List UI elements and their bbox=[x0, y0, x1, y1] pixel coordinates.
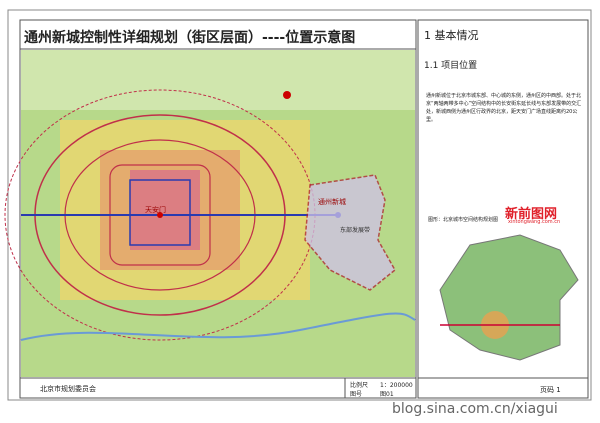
logo: 新前图网 bbox=[505, 207, 558, 222]
scale-value: 1：200000 bbox=[380, 382, 413, 389]
logo-url: xintongwang.com.cn bbox=[508, 219, 561, 225]
right-frame bbox=[417, 19, 589, 399]
inset-map bbox=[425, 225, 585, 370]
tiananmen-mark bbox=[157, 212, 163, 218]
left-frame bbox=[19, 19, 417, 399]
title: 通州新城控制性详细规划（街区层面）----位置示意图 bbox=[24, 30, 356, 46]
ring-2 bbox=[129, 179, 191, 246]
tongzhou-boundary bbox=[304, 174, 396, 291]
page-number: 页码 1 bbox=[540, 386, 561, 394]
organization: 北京市规划委员会 bbox=[40, 385, 96, 393]
beijing-shape bbox=[439, 234, 579, 361]
subheading: 1.1 项目位置 bbox=[424, 61, 478, 71]
river bbox=[20, 312, 416, 341]
watermark: blog.sina.com.cn/xiagui bbox=[392, 401, 558, 417]
paragraph: 通州新城位于北京市城东部、中心城的东侧，通州区的中西部。处于北京“两轴两带多中心… bbox=[426, 93, 582, 123]
figure-value: 图01 bbox=[380, 391, 394, 398]
outer-border bbox=[7, 9, 592, 401]
figure-caption: 图形：北京城市空间结构规划图 bbox=[428, 217, 499, 223]
map-north bbox=[21, 50, 415, 110]
map-label: 天安门 bbox=[145, 206, 166, 214]
heading: 1 基本情况 bbox=[424, 29, 479, 42]
scale-label: 比例尺 bbox=[350, 382, 369, 389]
airport-mark bbox=[283, 91, 291, 99]
figure-label: 图号 bbox=[350, 391, 363, 398]
map-label: 东部发展带 bbox=[340, 227, 371, 234]
old-city bbox=[130, 170, 200, 250]
map-label: 通州新城 bbox=[318, 198, 346, 206]
map bbox=[4, 50, 416, 377]
